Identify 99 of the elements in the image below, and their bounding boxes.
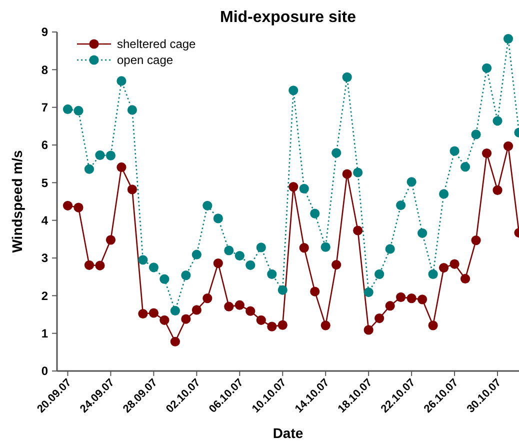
point <box>256 242 266 252</box>
point <box>148 262 158 272</box>
legend-label: sheltered cage <box>117 37 196 52</box>
point <box>503 141 514 151</box>
point <box>503 34 514 44</box>
point <box>95 150 105 160</box>
point <box>181 314 191 324</box>
y-tick-label: 8 <box>41 62 48 77</box>
point <box>310 286 320 296</box>
point <box>278 285 288 295</box>
point <box>418 294 428 304</box>
point <box>138 308 148 319</box>
point <box>438 189 449 199</box>
point <box>396 292 406 302</box>
point <box>116 162 126 172</box>
y-tick-label: 6 <box>41 138 48 152</box>
point <box>267 322 277 332</box>
point <box>353 226 363 236</box>
point <box>202 200 212 210</box>
point <box>256 315 266 325</box>
point <box>192 250 202 260</box>
point <box>62 200 73 210</box>
point <box>374 269 384 279</box>
point <box>116 76 126 86</box>
point <box>127 184 138 194</box>
point <box>482 63 492 73</box>
point <box>428 320 438 330</box>
point <box>342 169 352 179</box>
point <box>418 228 428 238</box>
point <box>62 104 73 114</box>
point <box>84 164 94 174</box>
point <box>428 269 438 279</box>
y-tick-label: 2 <box>41 288 48 303</box>
y-axis-title: Windspeed m/s <box>9 150 25 253</box>
point <box>127 105 138 115</box>
point <box>492 116 502 126</box>
point <box>492 185 502 195</box>
point <box>106 150 116 160</box>
point <box>160 315 170 325</box>
point <box>288 86 298 96</box>
point <box>374 313 384 324</box>
point <box>364 325 374 335</box>
point <box>288 182 298 192</box>
point <box>246 306 256 316</box>
point <box>74 106 84 116</box>
point <box>332 148 342 158</box>
point <box>342 72 352 82</box>
point <box>84 260 94 270</box>
point <box>471 235 481 246</box>
point <box>471 130 481 140</box>
point <box>299 243 309 253</box>
point <box>160 274 170 284</box>
point <box>450 146 460 156</box>
point <box>364 287 374 298</box>
point <box>450 259 460 269</box>
point <box>385 301 395 311</box>
point <box>202 294 212 304</box>
point <box>192 305 202 315</box>
point <box>320 242 330 252</box>
y-tick-label: 5 <box>41 176 48 190</box>
point <box>310 208 320 218</box>
y-tick-label: 9 <box>41 25 48 40</box>
point <box>224 302 234 312</box>
point <box>224 246 234 256</box>
point <box>213 258 223 268</box>
point <box>267 269 277 279</box>
point <box>148 308 158 318</box>
point <box>246 260 256 270</box>
point <box>406 294 416 304</box>
point <box>299 184 309 194</box>
y-tick-label: 7 <box>41 100 48 115</box>
point <box>320 320 330 330</box>
point <box>234 250 244 261</box>
y-tick-label: 4 <box>41 214 48 228</box>
legend-label: open cage <box>117 53 174 68</box>
y-tick-label: 0 <box>41 364 48 378</box>
y-tick-label: 1 <box>41 326 48 341</box>
point <box>460 162 470 172</box>
point <box>460 274 470 284</box>
point <box>406 177 416 187</box>
point <box>181 270 191 280</box>
point <box>106 235 116 245</box>
x-axis-title: Date <box>272 425 304 441</box>
point <box>396 200 406 210</box>
point <box>438 262 449 273</box>
point <box>170 336 180 346</box>
point <box>74 202 84 212</box>
point <box>278 320 288 330</box>
point <box>482 148 492 158</box>
point <box>95 260 105 270</box>
y-tick-label: 3 <box>41 251 48 266</box>
chart-title: Mid-exposure site <box>220 9 356 26</box>
point <box>138 255 148 265</box>
point <box>353 168 363 178</box>
point <box>213 214 223 224</box>
point <box>170 306 180 316</box>
point <box>385 244 395 254</box>
point <box>332 260 342 270</box>
point <box>234 300 244 310</box>
